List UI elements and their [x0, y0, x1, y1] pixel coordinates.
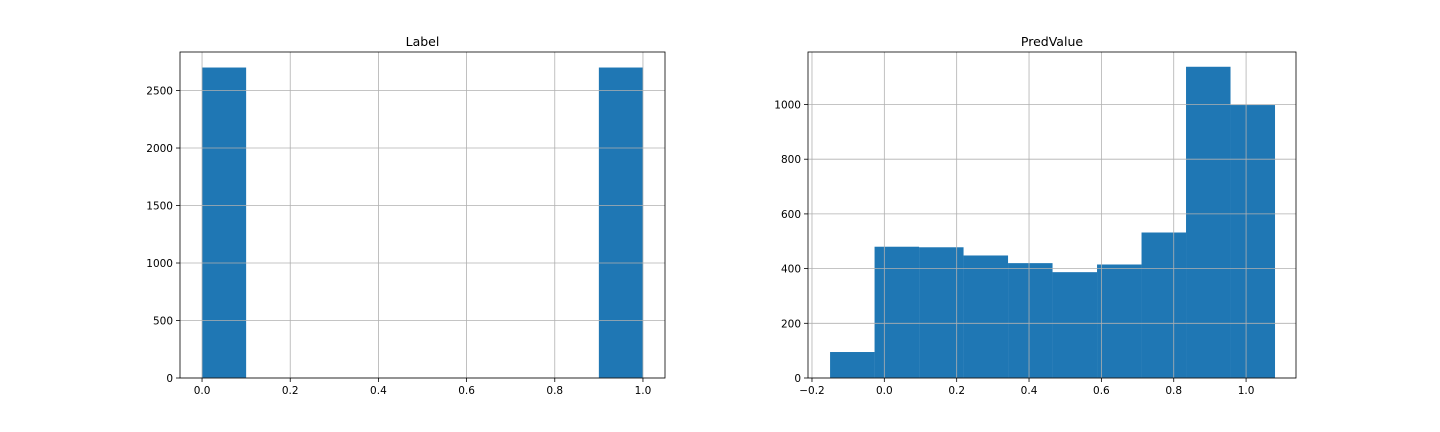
bar [1097, 264, 1142, 378]
y-tick-label: 200 [781, 318, 801, 330]
bar [1008, 263, 1053, 378]
x-tick-label: −0.2 [799, 385, 825, 397]
axes-frame [179, 51, 666, 379]
y-tick-label: 0 [794, 373, 801, 385]
bar [874, 246, 920, 378]
grid-lines [180, 52, 665, 379]
bar [1141, 232, 1187, 378]
y-tick-label: 400 [781, 264, 801, 276]
histogram-label: 0.0 0.2 0.4 0.6 0.8 1.0 0 500 1000 1500 2000 2500 L… [146, 34, 666, 397]
bar [1052, 272, 1098, 378]
x-tick-label: 0.6 [458, 385, 475, 397]
bar [919, 247, 964, 378]
bars [202, 67, 643, 379]
y-tick-label: 2000 [146, 143, 173, 155]
x-tick-label: 0.8 [546, 385, 563, 397]
x-tick-label: 0.2 [948, 385, 965, 397]
x-tick-label: 0.4 [1021, 385, 1038, 397]
y-tick-label: 1000 [146, 258, 173, 270]
bars [830, 66, 1276, 379]
x-tick-label: 1.0 [1238, 385, 1255, 397]
ticks: −0.2 0.0 0.2 0.4 0.6 0.8 1.0 0 200 400 600 800 1000 [774, 100, 1254, 397]
y-tick-label: 500 [153, 316, 173, 328]
y-tick-label: 800 [781, 154, 801, 166]
bar [963, 255, 1009, 378]
axes-frame [807, 51, 1297, 379]
y-tick-label: 1500 [146, 201, 173, 213]
y-tick-label: 0 [166, 373, 173, 385]
y-tick-label: 600 [781, 209, 801, 221]
chart-title: Label [406, 34, 440, 49]
x-tick-label: 0.6 [1093, 385, 1110, 397]
bar [830, 352, 875, 378]
x-tick-label: 0.0 [876, 385, 893, 397]
x-tick-label: 0.0 [194, 385, 211, 397]
x-tick-label: 0.2 [282, 385, 299, 397]
x-tick-label: 0.4 [370, 385, 387, 397]
bar [1186, 66, 1231, 378]
histogram-predvalue: −0.2 0.0 0.2 0.4 0.6 0.8 1.002004006008001000 … [774, 34, 1297, 397]
x-tick-label: 0.8 [1165, 385, 1182, 397]
bar [1230, 105, 1276, 379]
y-tick-label: 1000 [774, 100, 801, 112]
bar [598, 67, 643, 379]
y-tick-label: 2500 [146, 86, 173, 98]
bar [202, 67, 247, 379]
x-tick-label: 1.0 [635, 385, 652, 397]
ticks: 0.0 0.2 0.4 0.6 0.8 1.0 0 500 1000 1500 2000 2500 [146, 86, 651, 397]
chart-title: PredValue [1021, 34, 1083, 49]
